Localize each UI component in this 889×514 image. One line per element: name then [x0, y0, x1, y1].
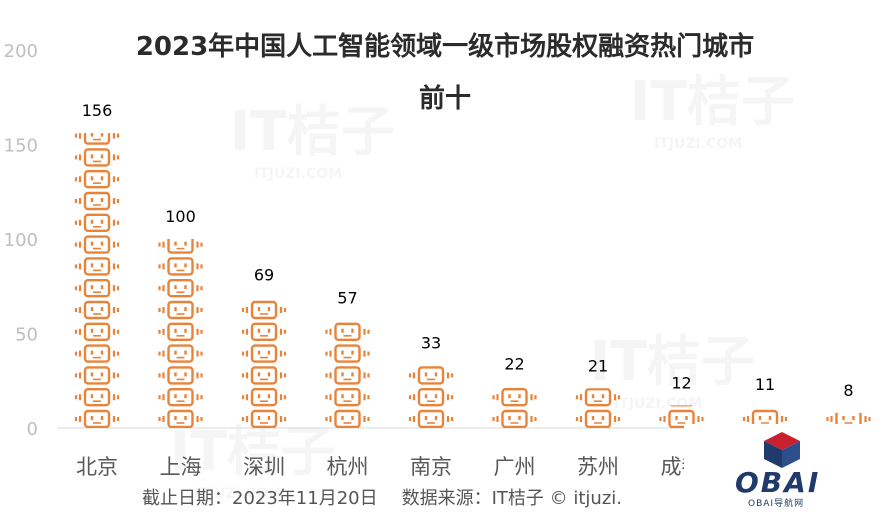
- bar: [241, 300, 287, 428]
- x-tick-label: 杭州: [327, 455, 369, 479]
- robot-head-icon: [158, 279, 203, 298]
- bar: [325, 322, 370, 428]
- data-label: 156: [82, 101, 113, 120]
- y-tick-label: 100: [4, 230, 38, 251]
- robot-head-icon: [325, 322, 370, 341]
- robot-head-icon: [74, 133, 120, 145]
- robot-head-icon: [241, 322, 287, 341]
- data-label: 100: [165, 207, 196, 226]
- robot-head-icon: [74, 148, 120, 167]
- bar: [408, 366, 454, 429]
- y-tick-label: 150: [4, 136, 38, 157]
- y-tick-label: 200: [4, 41, 38, 62]
- robot-head-icon: [241, 344, 287, 363]
- robot-head-icon: [158, 300, 203, 320]
- bar: [158, 239, 203, 428]
- logo-area: [684, 424, 889, 514]
- watermark-text: IT桔子: [630, 70, 795, 133]
- x-tick-label: 深圳: [243, 455, 285, 479]
- data-label: 11: [755, 375, 775, 394]
- robot-head-icon: [74, 213, 120, 233]
- robot-head-icon: [74, 388, 120, 407]
- robot-head-icon: [241, 388, 287, 407]
- robot-head-icon: [158, 388, 203, 407]
- logo-text: OBAI: [735, 466, 821, 499]
- x-tick-label: 南京: [410, 455, 452, 479]
- robot-head-icon: [74, 300, 120, 320]
- robot-head-icon: [408, 409, 454, 429]
- watermark-text: IT桔子: [170, 420, 335, 483]
- cube-icon: [764, 432, 800, 468]
- footnote: 截止日期：2023年11月20日 数据来源：IT桔子 © itjuzi.: [142, 484, 622, 510]
- robot-head-icon: [241, 409, 287, 428]
- watermark-url: ITJUZI.COM: [194, 486, 282, 502]
- robot-head-icon: [408, 388, 454, 407]
- robot-head-icon: [325, 366, 370, 385]
- watermark-url: ITJUZI.COM: [654, 136, 742, 152]
- robot-head-icon: [241, 366, 287, 385]
- robot-head-icon: [74, 409, 120, 428]
- x-tick-label: 苏州: [577, 455, 619, 479]
- bar: [74, 133, 120, 428]
- robot-head-icon: [74, 257, 120, 276]
- data-labels: 156 100 69 57 33 22 21 12 11 8: [82, 101, 854, 400]
- x-tick-label: 上海: [160, 455, 202, 479]
- watermark-text: IT桔子: [590, 330, 755, 393]
- data-label: 12: [671, 373, 691, 392]
- robot-head-icon: [158, 239, 203, 254]
- data-label: 69: [254, 266, 274, 285]
- footnote-date: 截止日期：2023年11月20日: [142, 488, 378, 509]
- y-axis-ticks: 0 50 100 150 200: [4, 41, 38, 440]
- data-label: 57: [337, 288, 357, 307]
- x-tick-label: 广州: [494, 455, 536, 479]
- robot-head-icon: [325, 388, 370, 407]
- bar: [659, 405, 704, 429]
- robot-head-icon: [74, 344, 120, 363]
- watermark-url: ITJUZI.COM: [254, 166, 342, 182]
- robot-head-icon: [158, 409, 203, 428]
- robot-head-icon: [158, 344, 203, 363]
- robot-head-icon: [575, 388, 621, 407]
- robot-head-icon: [74, 191, 120, 211]
- y-tick-label: 50: [15, 325, 38, 346]
- robot-head-icon: [158, 257, 203, 276]
- bars: [74, 133, 871, 429]
- bar: [492, 388, 537, 429]
- logo-subtitle: OBAI导航网: [748, 499, 805, 509]
- watermark-group: IT桔子 ITJUZI.COM IT桔子 ITJUZI.COM IT桔子 ITJUZI.C…: [170, 70, 795, 502]
- robot-head-icon: [74, 366, 120, 385]
- robot-head-icon: [408, 366, 454, 385]
- robot-head-icon: [659, 409, 704, 429]
- robot-head-icon: [575, 409, 621, 428]
- robot-head-icon: [325, 409, 370, 428]
- bar: [575, 388, 621, 428]
- footnote-source: 数据来源：IT桔子 © itjuzi.: [401, 488, 623, 509]
- data-label: 8: [843, 381, 853, 400]
- robot-head-icon: [158, 366, 203, 385]
- data-label: 33: [421, 334, 441, 353]
- watermark-url: ITJUZI.COM: [614, 396, 702, 412]
- x-axis-labels: 北京 上海 深圳 杭州 南京 广州 苏州 成都: [76, 455, 703, 479]
- x-tick-label: 北京: [76, 455, 118, 479]
- robot-head-icon: [74, 169, 120, 189]
- watermark-text: IT桔子: [230, 100, 395, 163]
- data-label: 22: [504, 354, 524, 373]
- robot-head-icon: [158, 322, 203, 341]
- data-label: 21: [588, 356, 608, 375]
- robot-head-icon: [74, 322, 120, 341]
- y-tick-label: 0: [27, 419, 38, 440]
- robot-head-icon: [325, 344, 370, 363]
- robot-head-icon: [492, 409, 537, 429]
- chart-title-line1: 2023年中国人工智能领域一级市场股权融资热门城市: [135, 32, 755, 62]
- robot-head-icon: [74, 279, 120, 298]
- chart-title-line2: 前十: [418, 84, 471, 114]
- robot-head-icon: [241, 300, 287, 320]
- robot-head-icon: [74, 235, 120, 254]
- robot-head-icon: [492, 388, 537, 407]
